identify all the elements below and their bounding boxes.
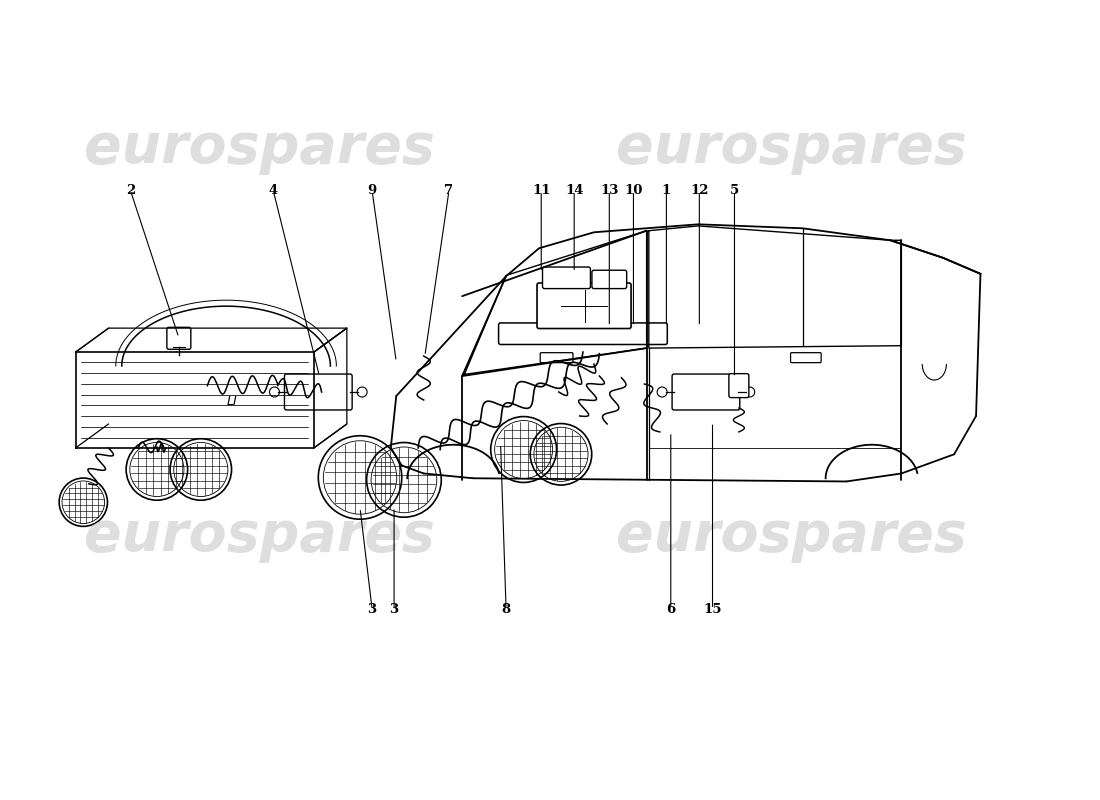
Text: eurospares: eurospares (84, 509, 434, 562)
Text: 5: 5 (730, 184, 739, 198)
Text: 12: 12 (690, 184, 708, 198)
Text: 3: 3 (367, 602, 376, 616)
FancyBboxPatch shape (167, 327, 190, 350)
Text: 2: 2 (125, 184, 135, 198)
FancyBboxPatch shape (498, 323, 668, 345)
Text: eurospares: eurospares (616, 122, 967, 175)
Text: 1: 1 (662, 184, 671, 198)
Text: 11: 11 (532, 184, 550, 198)
Text: eurospares: eurospares (84, 122, 434, 175)
Text: LI: LI (227, 395, 236, 408)
FancyBboxPatch shape (592, 270, 627, 289)
Text: 6: 6 (667, 602, 675, 616)
Text: 14: 14 (565, 184, 583, 198)
FancyBboxPatch shape (791, 353, 821, 362)
FancyBboxPatch shape (729, 374, 749, 398)
Text: 9: 9 (367, 184, 376, 198)
Text: 13: 13 (601, 184, 618, 198)
FancyBboxPatch shape (285, 374, 352, 410)
FancyBboxPatch shape (542, 267, 591, 289)
Text: 8: 8 (502, 602, 510, 616)
Text: 4: 4 (268, 184, 278, 198)
Text: 15: 15 (703, 602, 722, 616)
FancyBboxPatch shape (540, 353, 573, 362)
FancyBboxPatch shape (672, 374, 740, 410)
FancyBboxPatch shape (537, 283, 631, 329)
Text: 7: 7 (444, 184, 453, 198)
Text: 10: 10 (625, 184, 642, 198)
Text: 3: 3 (389, 602, 398, 616)
Text: eurospares: eurospares (616, 509, 967, 562)
